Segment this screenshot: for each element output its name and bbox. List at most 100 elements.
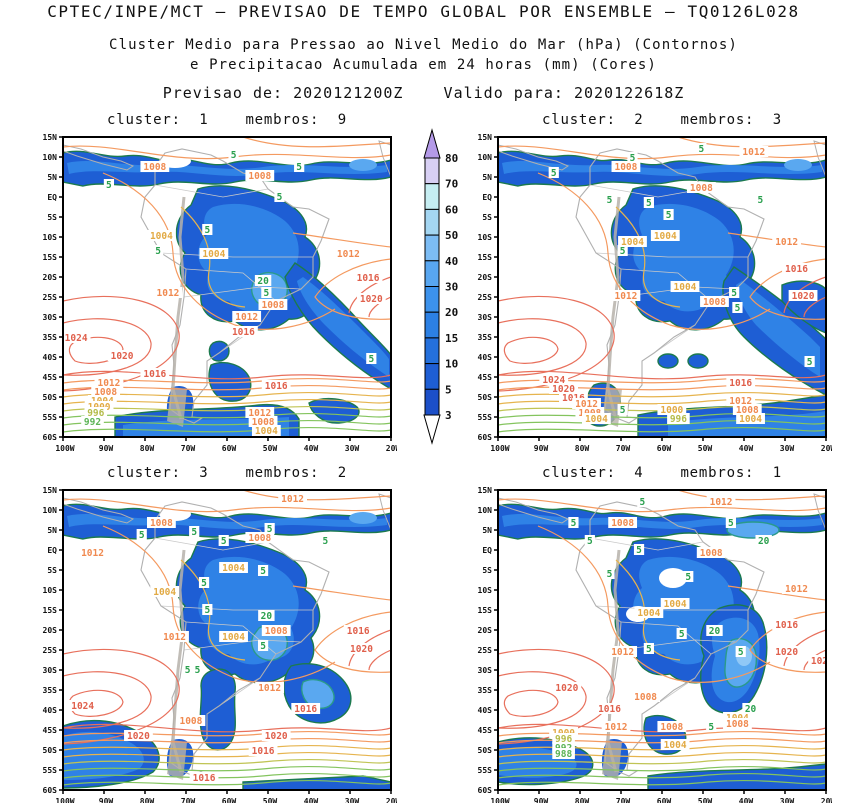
svg-text:15N: 15N [478, 487, 493, 495]
pressure-label: 1024 [542, 375, 565, 386]
forecast-valid-dates: Previsao de: 2020121200Z Valido para: 20… [162, 84, 685, 102]
precip-label: 5 [639, 497, 645, 508]
pressure-label: 1008 [703, 297, 726, 308]
svg-text:90W: 90W [534, 444, 549, 453]
svg-text:30S: 30S [43, 313, 58, 322]
colorbar-tick-label: 60 [445, 203, 458, 216]
svg-text:5S: 5S [47, 213, 57, 222]
precip-label: 5 [636, 545, 642, 556]
page-title: CPTEC/INPE/MCT – PREVISAO DE TEMPO GLOBA… [47, 2, 800, 21]
pressure-label: 1012 [163, 632, 186, 643]
precip-label: 5 [191, 527, 197, 538]
svg-text:20W: 20W [821, 797, 832, 803]
precip-label: 5 [195, 665, 201, 676]
precip-label: 20 [745, 704, 757, 715]
svg-text:60S: 60S [43, 433, 58, 442]
precip-label: 5 [231, 150, 237, 161]
pressure-label: 1004 [674, 282, 697, 293]
svg-text:80W: 80W [575, 797, 590, 803]
precipitation-colorbar: 3 5 10 15 20 30 40 50 60 70 80 [423, 128, 458, 445]
svg-text:70W: 70W [616, 444, 631, 453]
colorbar-segment [424, 363, 440, 390]
svg-text:70W: 70W [181, 797, 196, 803]
svg-text:90W: 90W [534, 797, 549, 803]
lon-axis: 100W 90W 80W 70W 60W 50W 40W 30W 20W [55, 790, 397, 803]
precip-label: 5 [221, 536, 227, 547]
svg-text:90W: 90W [99, 444, 114, 453]
svg-text:55S: 55S [43, 413, 58, 422]
pressure-label: 1024 [71, 701, 94, 712]
svg-text:10N: 10N [478, 153, 493, 162]
precip-label: 5 [646, 198, 652, 209]
colorbar-segment [424, 388, 440, 416]
svg-text:40S: 40S [43, 353, 58, 362]
svg-text:100W: 100W [55, 444, 74, 453]
colorbar-tick-label: 20 [445, 306, 458, 319]
svg-text:50W: 50W [263, 797, 278, 803]
colorbar-tick-label: 5 [445, 383, 452, 396]
lat-axis: 15N 10N 5N EQ 5S 10S 15S 20S 25S 30S 35S 40S 45S 50S 5… [478, 134, 498, 442]
pressure-label: 1012 [611, 647, 634, 658]
pressure-label: 1008 [690, 183, 713, 194]
svg-text:20W: 20W [386, 444, 397, 453]
svg-text:50W: 50W [698, 444, 713, 453]
lat-axis: 15N 10N 5N EQ 5S 10S 15S 20S 25S 30S 35S 40S 45S 50S 5… [478, 487, 498, 795]
map-canvas [63, 137, 391, 437]
precip-label: 5 [571, 518, 577, 529]
svg-text:10N: 10N [478, 506, 493, 515]
colorbar-tick-label: 40 [445, 255, 458, 268]
svg-text:50S: 50S [43, 393, 58, 402]
svg-text:EQ: EQ [47, 193, 57, 202]
svg-text:EQ: EQ [47, 546, 57, 555]
svg-text:50S: 50S [478, 393, 493, 402]
pressure-label: 1012 [81, 548, 104, 559]
svg-text:5N: 5N [482, 173, 492, 182]
svg-text:25S: 25S [43, 646, 58, 655]
precip-label: 5 [646, 644, 652, 655]
svg-text:10S: 10S [478, 233, 493, 242]
svg-text:45S: 45S [478, 373, 493, 382]
pressure-label: 1016 [775, 620, 798, 631]
subtitle-line1: Cluster Medio para Pressao ao Nivel Medi… [109, 37, 738, 53]
pressure-label: 1020 [127, 731, 150, 742]
pressure-label: 1004 [739, 414, 762, 425]
precip-label: 5 [587, 536, 593, 547]
precip-label: 5 [679, 629, 685, 640]
colorbar-over-arrow [423, 128, 441, 159]
pressure-contours [498, 490, 826, 786]
svg-text:80W: 80W [140, 797, 155, 803]
svg-text:15S: 15S [478, 606, 493, 615]
precip-label: 5 [277, 192, 283, 203]
precip-label: 5 [731, 288, 737, 299]
pressure-label: 1008 [248, 533, 271, 544]
pressure-label: 1004 [153, 587, 176, 598]
svg-text:40W: 40W [739, 797, 754, 803]
precip-label: 5 [708, 722, 714, 733]
svg-text:20S: 20S [478, 626, 493, 635]
lat-axis: 15N 10N 5N EQ 5S 10S 15S 20S 25S 30S 35S 40S 45S 50S 5… [43, 487, 63, 795]
pressure-label: 1024 [65, 333, 88, 344]
svg-text:70W: 70W [616, 797, 631, 803]
precip-label: 5 [185, 665, 191, 676]
precip-label: 5 [607, 195, 613, 206]
pressure-label: 1012 [605, 722, 628, 733]
map-canvas [498, 137, 826, 437]
colorbar-tick-label: 70 [445, 178, 458, 191]
pressure-label: 1020 [792, 291, 815, 302]
precip-label: 5 [807, 357, 813, 368]
precip-label: 5 [728, 518, 734, 529]
pressure-label: 1008 [614, 162, 637, 173]
svg-text:100W: 100W [490, 797, 509, 803]
precip-label: 5 [263, 288, 269, 299]
pressure-label: 1004 [585, 414, 608, 425]
pressure-label: 1012 [575, 399, 598, 410]
svg-text:55S: 55S [478, 413, 493, 422]
precip-label: 5 [551, 168, 557, 179]
pressure-label: 1004 [150, 231, 173, 242]
pressure-label: 1012 [614, 291, 637, 302]
precip-label: 5 [666, 210, 672, 221]
svg-text:60S: 60S [478, 786, 493, 795]
pressure-label: 1012 [235, 312, 258, 323]
pressure-label: 1012 [97, 378, 120, 389]
